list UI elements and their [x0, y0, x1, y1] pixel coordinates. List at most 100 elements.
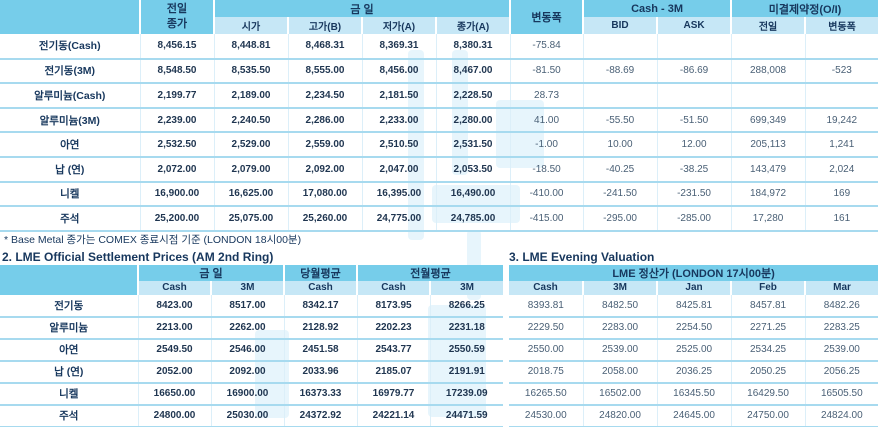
table-row: 8393.81 8482.50 8425.81 8457.81 8482.26: [509, 294, 878, 318]
value-cell: 161: [805, 206, 878, 232]
value-cell: 2539.00: [805, 338, 878, 362]
value-cell: 2202.23: [357, 316, 431, 340]
value-cell: 16,625.00: [214, 181, 289, 208]
value-cell: 24820.00: [583, 404, 658, 427]
value-cell: 16,900.00: [140, 181, 215, 208]
value-cell: 16505.50: [805, 382, 878, 406]
value-cell: 2128.92: [284, 316, 358, 340]
value-cell: 16900.00: [211, 382, 285, 406]
col-header-cash: Cash: [509, 280, 584, 295]
value-cell: 2,181.50: [362, 83, 437, 109]
value-cell: 2534.25: [731, 338, 806, 362]
value-cell: [805, 34, 878, 60]
value-cell: 8,548.50: [140, 58, 215, 85]
value-cell: 24,775.00: [362, 206, 437, 232]
settlement-prices-table: 금 일 당월평균 전월평균 Cash 3M Cash Cash 3M 전기동 84…: [0, 264, 504, 427]
col-header-cash: Cash: [137, 280, 211, 295]
value-cell: 16979.77: [357, 382, 431, 406]
value-cell: 2262.00: [211, 316, 285, 340]
value-cell: 25,260.00: [288, 206, 363, 232]
value-cell: 205,113: [731, 132, 806, 158]
value-cell: 8,369.31: [362, 34, 437, 60]
col-header-cash: Cash: [356, 280, 431, 295]
value-cell: 8482.50: [583, 294, 658, 318]
value-cell: 2191.91: [430, 360, 504, 384]
row-label: 주석: [0, 404, 139, 427]
value-cell: 169: [805, 181, 878, 208]
value-cell: 2,233.00: [362, 107, 437, 134]
value-cell: 2,228.50: [436, 83, 511, 109]
row-label: 아연: [0, 132, 141, 158]
value-cell: 2,189.00: [214, 83, 289, 109]
value-cell: 288,008: [731, 58, 806, 85]
table-row: 16265.50 16502.00 16345.50 16429.50 16505.50: [509, 382, 878, 406]
value-cell: 2,510.50: [362, 132, 437, 158]
bid-header: BID: [582, 17, 658, 34]
table-row: 납 (연) 2,072.00 2,079.00 2,092.00 2,047.00 2,0…: [0, 156, 878, 183]
value-cell: -410.00: [510, 181, 584, 208]
value-cell: 2,240.50: [214, 107, 289, 134]
value-cell: 19,242: [805, 107, 878, 134]
value-cell: 2,047.00: [362, 156, 437, 183]
value-cell: 2525.00: [657, 338, 732, 362]
value-cell: 2,239.00: [140, 107, 215, 134]
value-cell: 10.00: [583, 132, 658, 158]
value-cell: 2451.58: [284, 338, 358, 362]
value-cell: -51.50: [657, 107, 732, 134]
row-label: 납 (연): [0, 360, 139, 384]
prev-close-header: 전일 종가: [139, 0, 214, 34]
change-header: 변동폭: [509, 0, 584, 34]
ask-header: ASK: [656, 17, 732, 34]
value-cell: 2052.00: [138, 360, 212, 384]
value-cell: 2549.50: [138, 338, 212, 362]
daily-prices-table: 전일 종가 금 일 변동폭 Cash - 3M 미결제약정(O/I) 시가 고가…: [0, 0, 878, 232]
cash-3m-header: Cash - 3M: [582, 0, 732, 17]
value-cell: -86.69: [657, 58, 732, 85]
value-cell: 2,053.50: [436, 156, 511, 183]
table-row: 전기동(Cash) 8,456.15 8,448.81 8,468.31 8,369.3…: [0, 34, 878, 60]
value-cell: [657, 34, 732, 60]
prev-close-line2: 종가: [166, 18, 188, 30]
value-cell: 8393.81: [509, 294, 584, 318]
value-cell: 2546.00: [211, 338, 285, 362]
value-cell: 2058.00: [583, 360, 658, 384]
value-cell: [583, 34, 658, 60]
oi-change-header: 변동폭: [804, 17, 878, 34]
value-cell: -415.00: [510, 206, 584, 232]
value-cell: 8425.81: [657, 294, 732, 318]
value-cell: 25030.00: [211, 404, 285, 427]
section-titles: 2. LME Official Settlement Prices (AM 2n…: [0, 248, 878, 265]
value-cell: -523: [805, 58, 878, 85]
value-cell: 2550.59: [430, 338, 504, 362]
table-row: 납 (연) 2052.00 2092.00 2033.96 2185.07 2191.91: [0, 360, 504, 384]
value-cell: 8,456.15: [140, 34, 215, 60]
col-header-3m: 3M: [429, 280, 504, 295]
section3-title: 3. LME Evening Valuation: [509, 249, 655, 264]
settlement-prices-body: 전기동 8423.00 8517.00 8342.17 8173.95 8266.25 알루…: [0, 294, 504, 427]
value-cell: 16650.00: [138, 382, 212, 406]
daily-prices-body: 전기동(Cash) 8,456.15 8,448.81 8,468.31 8,369.3…: [0, 34, 878, 232]
value-cell: 16429.50: [731, 382, 806, 406]
value-cell: 16345.50: [657, 382, 732, 406]
table-row: 알루미늄 2213.00 2262.00 2128.92 2202.23 2231.18: [0, 316, 504, 340]
row-label: 알루미늄(3M): [0, 107, 141, 134]
value-cell: 184,972: [731, 181, 806, 208]
col-header-feb: Feb: [730, 280, 806, 295]
value-cell: 2271.25: [731, 316, 806, 340]
today-header: 금 일: [212, 0, 511, 17]
table-row: 전기동 8423.00 8517.00 8342.17 8173.95 8266.25: [0, 294, 504, 318]
table-row: 아연 2,532.50 2,529.00 2,559.00 2,510.50 2,531.…: [0, 132, 878, 158]
low-header: 저가(A): [361, 17, 436, 34]
value-cell: 2,531.50: [436, 132, 511, 158]
value-cell: 2,079.00: [214, 156, 289, 183]
value-cell: 699,349: [731, 107, 806, 134]
row-label: 니켈: [0, 181, 141, 208]
value-cell: 24372.92: [284, 404, 358, 427]
value-cell: 2,529.00: [214, 132, 289, 158]
value-cell: 16502.00: [583, 382, 658, 406]
value-cell: -55.50: [583, 107, 658, 134]
value-cell: 2018.75: [509, 360, 584, 384]
value-cell: [805, 83, 878, 109]
value-cell: 2283.25: [805, 316, 878, 340]
